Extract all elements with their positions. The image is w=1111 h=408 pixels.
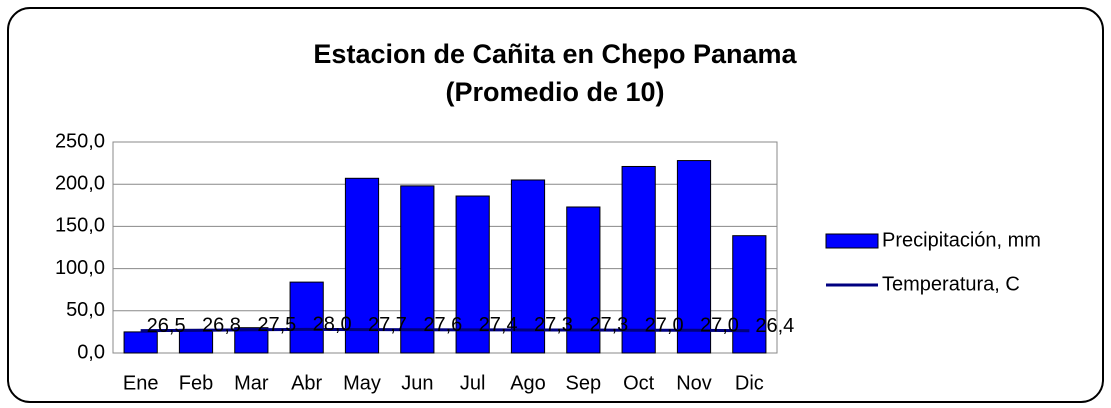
x-tick-label: Jul — [460, 372, 486, 394]
data-label: 27,6 — [423, 314, 462, 336]
bar — [289, 281, 324, 354]
x-tick-label: Ene — [123, 372, 159, 394]
plot-area — [112, 141, 778, 354]
data-label: 27,0 — [700, 314, 739, 336]
x-tick-label: Dic — [735, 372, 764, 394]
legend-label: Precipitación, mm — [882, 229, 1041, 251]
x-tick-label: Oct — [623, 372, 655, 394]
x-tick-label: Abr — [291, 372, 322, 394]
data-label: 28,0 — [313, 314, 352, 336]
y-tick-label: 50,0 — [66, 299, 105, 321]
x-tick-label: Jun — [401, 372, 433, 394]
legend-label: Temperatura, C — [882, 273, 1020, 295]
data-label: 27,4 — [479, 314, 518, 336]
x-tick-label: Mar — [234, 372, 269, 394]
legend-swatch — [825, 233, 879, 249]
y-tick-label: 0,0 — [77, 341, 105, 363]
data-label: 26,8 — [202, 315, 241, 337]
chart-title: Estacion de Cañita en Chepo Panama — [313, 39, 797, 69]
data-label: 27,3 — [589, 314, 628, 336]
bar — [510, 179, 546, 354]
bar — [123, 331, 158, 354]
x-tick-label: Nov — [676, 372, 712, 394]
bar — [676, 160, 712, 354]
data-label: 27,5 — [257, 314, 296, 336]
data-label: 27,0 — [645, 314, 684, 336]
y-tick-label: 150,0 — [55, 215, 105, 237]
y-tick-label: 250,0 — [55, 130, 105, 152]
x-tick-label: Ago — [510, 372, 546, 394]
chart-subtitle: (Promedio de 10) — [445, 77, 664, 107]
x-tick-label: Feb — [179, 372, 213, 394]
bar — [732, 235, 767, 354]
bar — [344, 177, 380, 354]
data-label: 26,5 — [147, 315, 186, 337]
line — [140, 327, 750, 333]
bar — [455, 195, 490, 354]
y-tick-label: 100,0 — [55, 257, 105, 279]
data-label: 26,4 — [755, 315, 794, 337]
bar — [621, 165, 656, 354]
data-label: 27,3 — [534, 314, 573, 336]
x-tick-label: Sep — [566, 372, 602, 394]
x-tick-label: May — [343, 372, 381, 394]
bar — [400, 185, 435, 354]
data-label: 27,7 — [368, 314, 407, 336]
bar — [234, 327, 269, 354]
y-tick-label: 200,0 — [55, 172, 105, 194]
